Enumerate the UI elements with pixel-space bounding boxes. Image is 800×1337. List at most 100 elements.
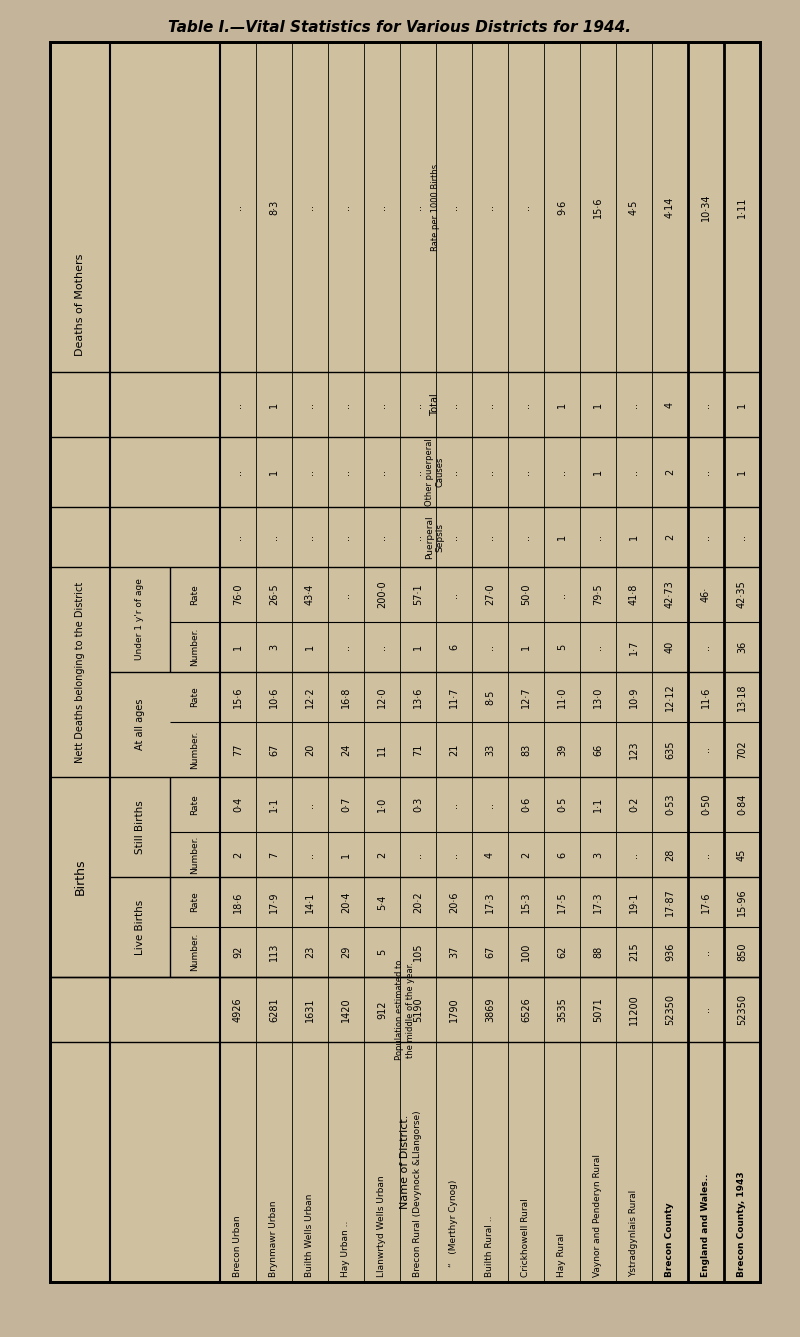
Text: Builth Rural ..: Builth Rural .. [486,1215,494,1277]
Text: ..: .. [341,533,351,540]
Text: 50·0: 50·0 [521,584,531,606]
Text: Vaynor and Penderyn Rural: Vaynor and Penderyn Rural [594,1154,602,1277]
Text: ..: .. [305,852,315,857]
Text: ..: .. [485,469,495,475]
Text: England and Wales..: England and Wales.. [702,1174,710,1277]
Text: ..: .. [413,533,423,540]
Text: 77: 77 [233,743,243,755]
Text: Rate: Rate [190,794,199,814]
Text: 0·50: 0·50 [701,794,711,816]
Bar [50,41,760,1282]
Text: ..: .. [449,401,459,408]
Text: 1: 1 [233,644,243,650]
Text: 20: 20 [305,743,315,755]
Text: ..: .. [233,469,243,475]
Text: ..: .. [305,469,315,475]
Text: 105: 105 [413,943,423,961]
Text: ..: .. [629,852,639,857]
Text: 16·8: 16·8 [341,686,351,707]
Text: 19·1: 19·1 [629,892,639,913]
Text: Other puerperal
Causes: Other puerperal Causes [426,439,445,505]
Text: 6281: 6281 [269,997,279,1021]
Text: 3: 3 [269,644,279,650]
Text: 0·5: 0·5 [557,797,567,812]
Text: 1·7: 1·7 [629,639,639,655]
Text: 66: 66 [593,743,603,755]
Text: 13·6: 13·6 [413,686,423,707]
Text: ..: .. [341,205,351,210]
Text: 13·18: 13·18 [737,683,747,711]
Text: 2: 2 [665,469,675,475]
Text: 5190: 5190 [413,997,423,1021]
Text: 1·1: 1·1 [593,797,603,812]
Text: Number.: Number. [190,730,199,769]
Text: 912: 912 [377,1000,387,1019]
Text: ..: .. [521,401,531,408]
Text: 17·9: 17·9 [269,892,279,913]
Text: Number.: Number. [190,628,199,666]
Text: 27·0: 27·0 [485,584,495,606]
Text: Brecon Urban: Brecon Urban [234,1215,242,1277]
Text: ..: .. [701,746,711,753]
Text: Brecon County, 1943: Brecon County, 1943 [738,1171,746,1277]
Text: 8·3: 8·3 [269,199,279,215]
Text: ..: .. [521,205,531,210]
Text: 6: 6 [449,644,459,650]
Text: ..: .. [629,469,639,475]
Text: Deaths of Mothers: Deaths of Mothers [75,253,85,356]
Text: 1: 1 [521,644,531,650]
Text: ..: .. [413,469,423,475]
Text: 1: 1 [629,533,639,540]
Text: 17·6: 17·6 [701,892,711,913]
Text: 12·12: 12·12 [665,683,675,711]
Text: Population estimated to
the middle of the year.: Population estimated to the middle of th… [395,960,414,1060]
Text: ..: .. [449,852,459,857]
Text: Number.: Number. [190,836,199,873]
Text: 4: 4 [485,852,495,857]
Text: ..: .. [269,533,279,540]
Text: 10·6: 10·6 [269,686,279,707]
Text: 15·6: 15·6 [233,686,243,707]
Text: 11200: 11200 [629,995,639,1025]
Text: Total: Total [430,393,440,416]
Text: Brecon County: Brecon County [666,1202,674,1277]
Text: 15·3: 15·3 [521,892,531,913]
Text: 3869: 3869 [485,997,495,1021]
Text: 1: 1 [593,469,603,475]
Text: 5: 5 [377,949,387,955]
Text: ..: .. [305,533,315,540]
Text: Live Births: Live Births [135,900,145,955]
Text: 215: 215 [629,943,639,961]
Text: 4·5: 4·5 [629,199,639,215]
Text: ..: .. [593,533,603,540]
Text: 57·1: 57·1 [413,584,423,606]
Text: ..: .. [341,591,351,598]
Text: 2: 2 [377,852,387,857]
Text: 17·87: 17·87 [665,888,675,916]
Text: 11·6: 11·6 [701,686,711,707]
Text: ..: .. [377,644,387,650]
Bar [50,41,760,1282]
Text: 42·35: 42·35 [737,580,747,608]
Text: 24: 24 [341,743,351,755]
Text: ..: .. [233,205,243,210]
Text: Number.: Number. [190,933,199,971]
Text: 41·8: 41·8 [629,584,639,606]
Text: ..: .. [629,401,639,408]
Text: Ystradgynlais Rural: Ystradgynlais Rural [630,1190,638,1277]
Text: ..: .. [485,401,495,408]
Text: Still Births: Still Births [135,800,145,854]
Text: ..: .. [377,401,387,408]
Text: Builth Wells Urban: Builth Wells Urban [306,1194,314,1277]
Text: 17·3: 17·3 [485,892,495,913]
Text: 1·0: 1·0 [377,797,387,812]
Text: 67: 67 [269,743,279,755]
Text: 52350: 52350 [665,993,675,1025]
Text: 79·5: 79·5 [593,584,603,606]
Text: ..: .. [449,205,459,210]
Text: ..: .. [557,469,567,475]
Text: ..: .. [233,533,243,540]
Text: ..: .. [701,949,711,955]
Text: Rate: Rate [190,687,199,707]
Text: 28: 28 [665,848,675,861]
